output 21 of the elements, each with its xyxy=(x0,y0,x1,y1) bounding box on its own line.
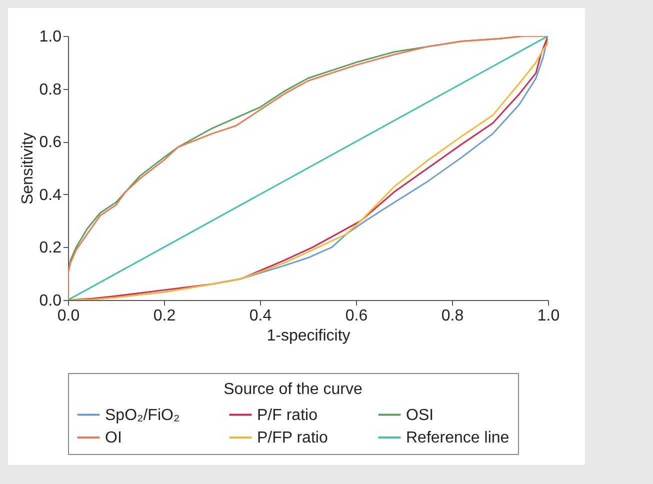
y-tick-label: 0.0 xyxy=(39,292,62,310)
legend-label: OSI xyxy=(406,406,434,424)
legend-label: SpO₂/FiO₂ xyxy=(105,406,180,424)
y-tick-label: 1.0 xyxy=(39,28,62,46)
x-axis-title: 1-specificity xyxy=(266,328,350,344)
y-tick-label: 0.4 xyxy=(39,186,62,204)
y-tick-label: 0.8 xyxy=(39,81,62,98)
x-tick-label: 0.2 xyxy=(153,308,176,324)
y-axis-title: Sensitivity xyxy=(19,132,36,205)
x-tick-label: 0.6 xyxy=(345,308,368,324)
y-tick-label: 0.2 xyxy=(39,240,62,257)
x-tick-label: 0.4 xyxy=(249,308,272,324)
legend-label: P/F ratio xyxy=(257,406,318,424)
x-tick-label: 0.8 xyxy=(441,308,464,324)
legend-title: Source of the curve xyxy=(224,381,362,398)
legend-label: Reference line xyxy=(406,430,510,446)
legend-label: P/FP ratio xyxy=(257,430,328,446)
x-tick-label: 0.0 xyxy=(57,308,80,324)
legend-label: OI xyxy=(105,430,122,446)
y-tick-label: 0.6 xyxy=(39,134,62,152)
x-tick-label: 1.0 xyxy=(537,308,560,324)
